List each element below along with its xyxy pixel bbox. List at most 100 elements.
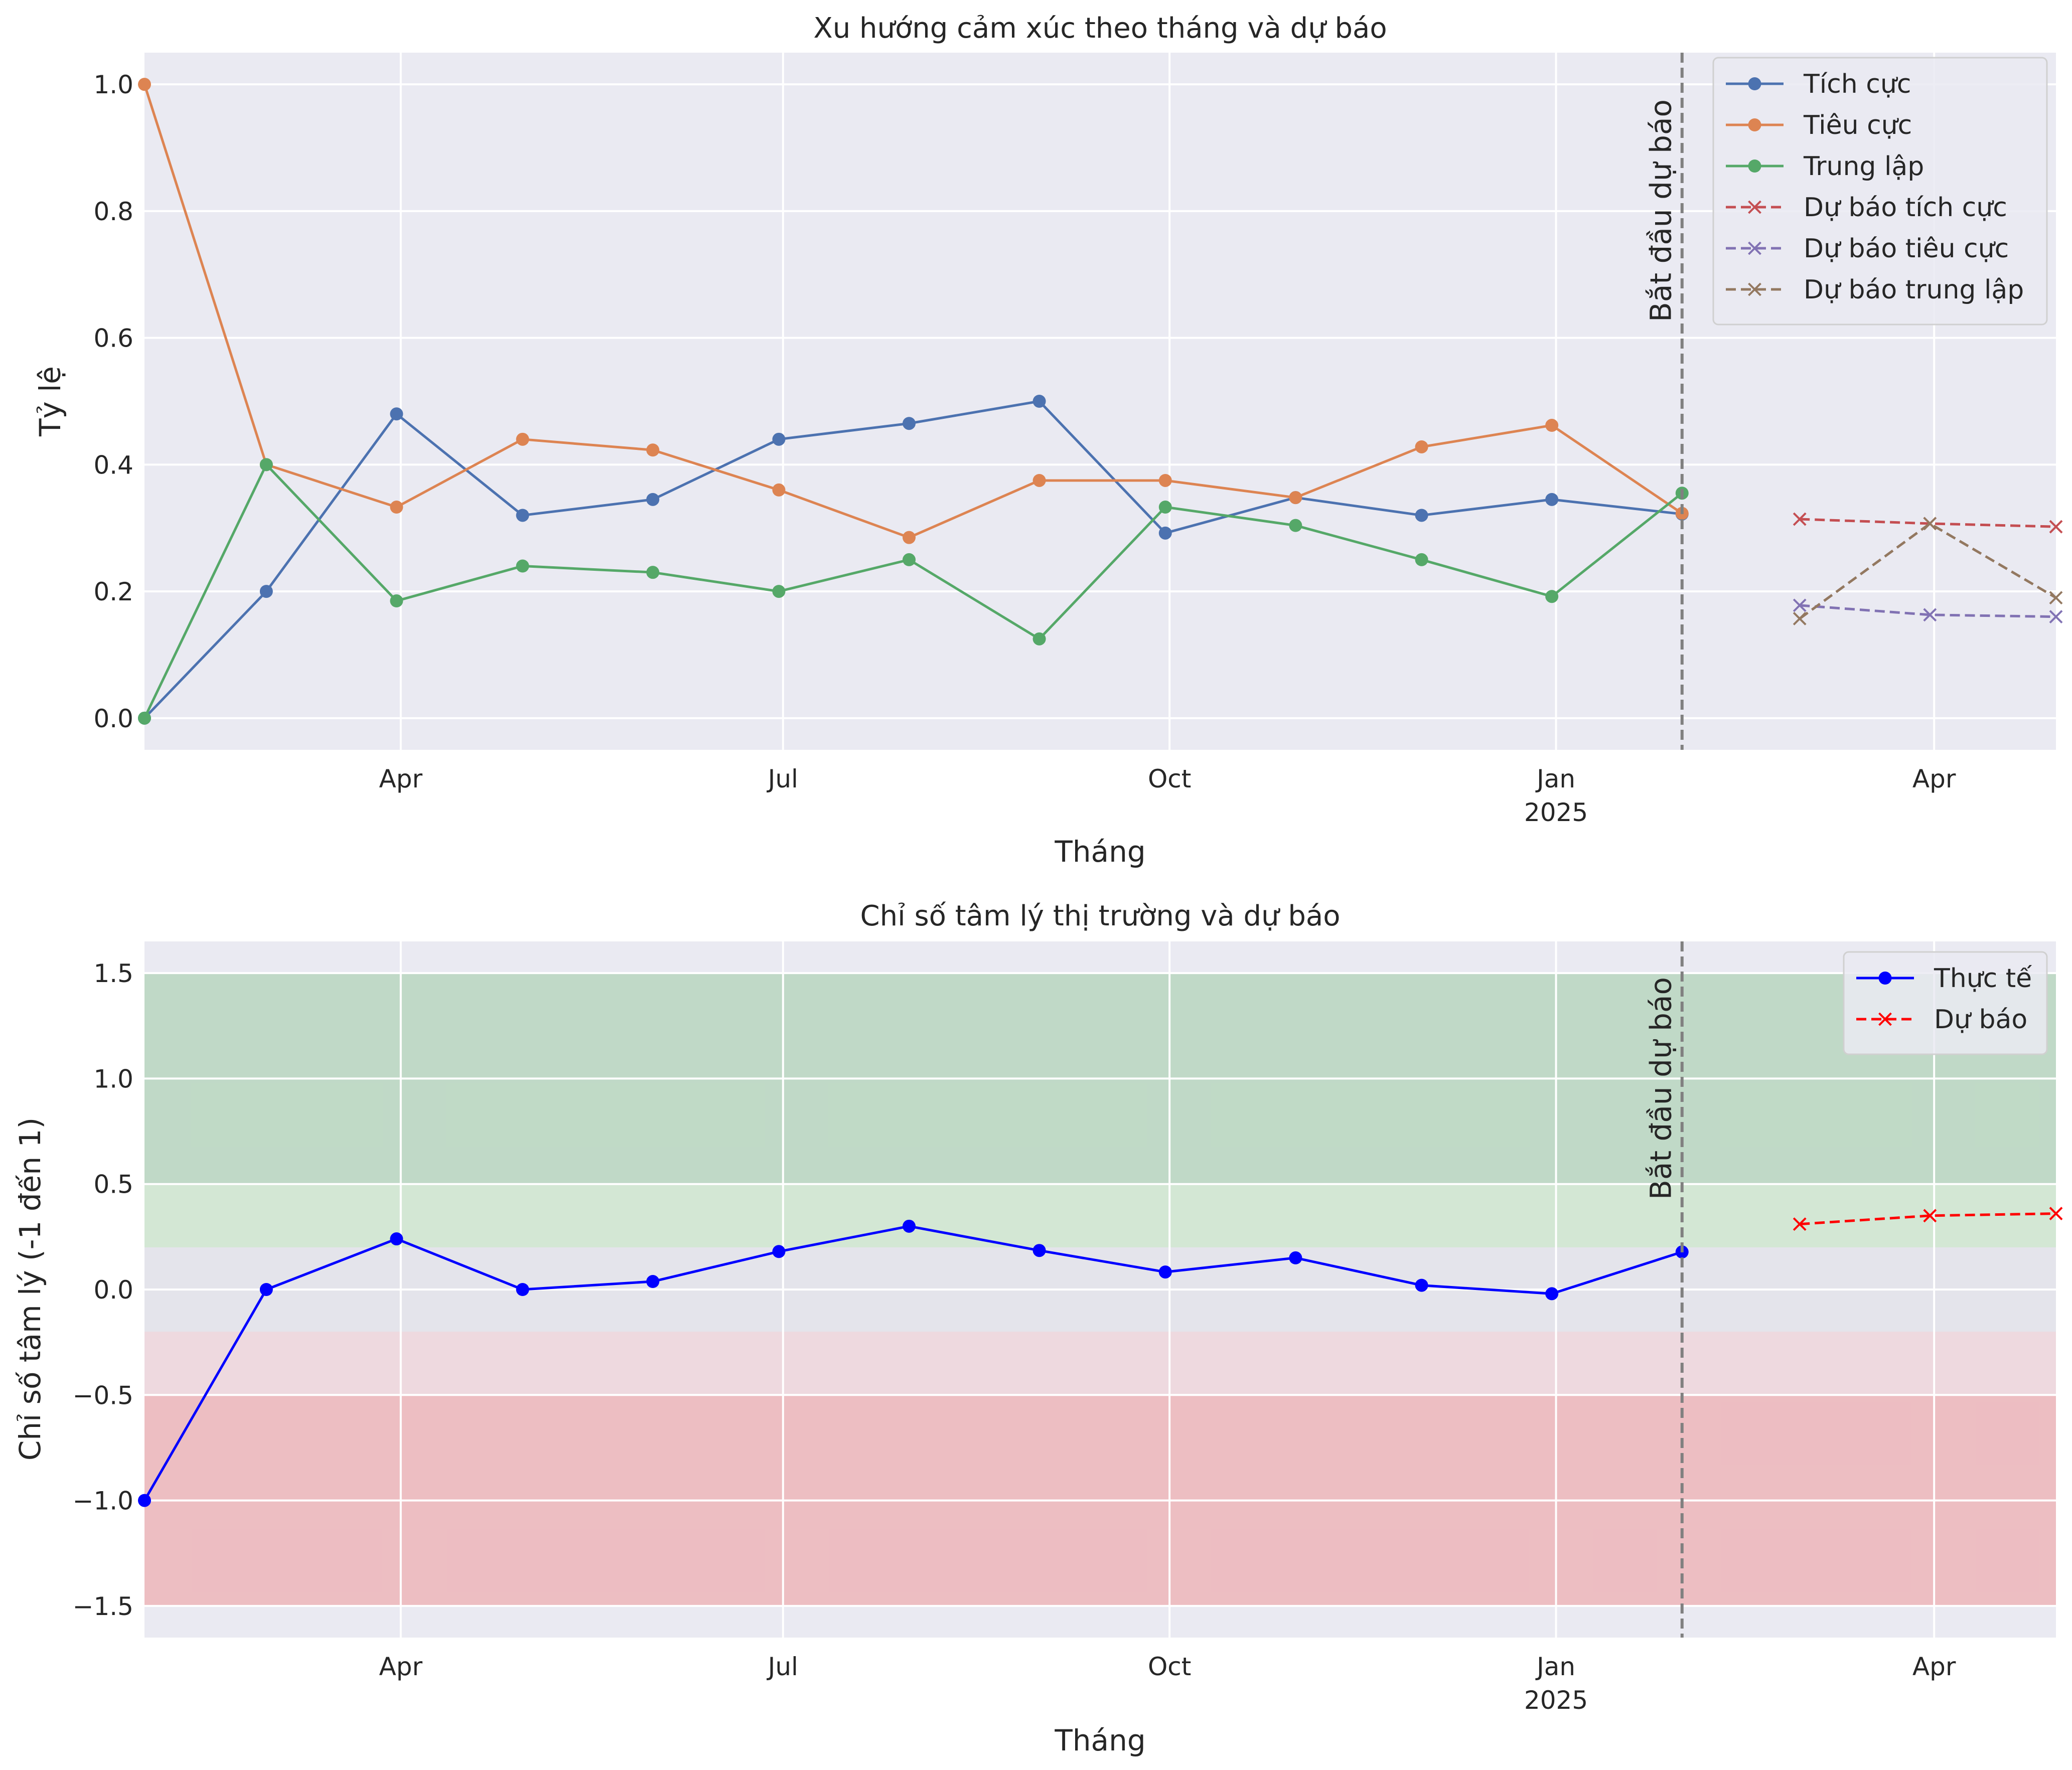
legend-swatch-marker	[1748, 159, 1761, 173]
legend-label: Trung lập	[1803, 151, 1924, 182]
data-point	[516, 1283, 529, 1296]
x-tick-label: Apr	[1912, 1652, 1956, 1681]
data-point	[2049, 591, 2063, 605]
data-point	[138, 1494, 151, 1507]
data-point	[1415, 440, 1428, 453]
legend-label: Dự báo trung lập	[1804, 275, 2024, 305]
x-axis-label-2: Tháng	[1054, 1723, 1145, 1757]
data-point	[1923, 1209, 1937, 1223]
series-du-bao-trung-lap	[1793, 517, 2063, 625]
y-tick-label: 0.5	[93, 1170, 133, 1199]
data-point	[138, 711, 151, 725]
forecast-start-line-1: Bắt đầu dự báo	[1644, 53, 1684, 750]
data-point	[1289, 491, 1302, 505]
data-point	[646, 1275, 660, 1289]
chart-title-2: Chỉ số tâm lý thị trường và dự báo	[860, 900, 1341, 932]
y-tick-label: 1.5	[93, 959, 133, 988]
legend-label: Thực tế	[1934, 963, 2032, 994]
x-tick-label: Jul	[767, 1652, 798, 1681]
sentiment-index-chart: Bắt đầu dự báo −1.5−1.0−0.50.00.51.01.5 …	[13, 900, 2063, 1757]
data-point	[646, 566, 660, 579]
band-1	[144, 1184, 2056, 1247]
grid-2	[144, 941, 2056, 1638]
x-tick-labels-1: Apr Jul Oct Jan 2025 Apr	[379, 764, 1956, 827]
y-tick-label: −0.5	[73, 1381, 133, 1410]
data-point	[903, 553, 916, 566]
legend-swatch-marker	[1748, 77, 1761, 90]
legend-item-du-bao-tieu-cuc: Dự báo tiêu cực	[1726, 234, 2009, 264]
data-point	[772, 1245, 786, 1258]
x-tick-label: Apr	[1912, 764, 1956, 793]
data-point	[1793, 512, 1807, 526]
y-tick-label: −1.0	[73, 1487, 133, 1516]
legend-swatch-marker	[1748, 282, 1761, 296]
y-tick-label: 0.0	[93, 1275, 133, 1305]
data-point	[903, 1219, 916, 1233]
data-point	[2049, 520, 2063, 534]
y-axis-label-2: Chỉ số tâm lý (-1 đến 1)	[13, 1117, 47, 1461]
legend-label: Dự báo tích cực	[1804, 193, 2007, 223]
forecast-start-label: Bắt đầu dự báo	[1644, 99, 1678, 322]
legend-item-thuc-te: Thực tế	[1856, 963, 2032, 994]
data-point	[903, 417, 916, 430]
x-tick-label: Apr	[379, 1652, 423, 1681]
data-point	[1032, 1244, 1046, 1257]
data-point	[772, 585, 786, 598]
band-3	[144, 1332, 2056, 1395]
data-point	[1923, 608, 1937, 622]
data-point	[646, 443, 660, 457]
data-point	[1545, 419, 1559, 432]
data-point	[259, 1283, 273, 1296]
data-point	[1158, 526, 1172, 540]
forecast-start-line-2: Bắt đầu dự báo	[1644, 941, 1684, 1638]
data-point	[1032, 473, 1046, 487]
x-tick-label: Jan	[1535, 764, 1575, 793]
data-point	[1545, 493, 1559, 506]
legend-item-tich-cuc: Tích cực	[1726, 69, 1911, 99]
data-point	[2049, 610, 2063, 624]
data-point	[1289, 519, 1302, 532]
forecast-start-label: Bắt đầu dự báo	[1644, 977, 1678, 1200]
data-point	[390, 407, 403, 421]
legend-item-trung-lap: Trung lập	[1726, 151, 1924, 182]
data-point	[1793, 1217, 1807, 1231]
data-point	[516, 509, 529, 522]
data-point	[138, 78, 151, 91]
data-point	[1793, 598, 1807, 612]
legend-2: Thực tế Dự báo	[1843, 951, 2048, 1055]
data-point	[1545, 590, 1559, 603]
data-point	[1415, 509, 1428, 522]
legend-item-du-bao-tich-cuc: Dự báo tích cực	[1726, 193, 2007, 223]
data-point	[903, 531, 916, 544]
x-tick-label: Oct	[1148, 764, 1191, 793]
y-tick-labels-2: −1.5 −1.0 −0.5 0.0 0.5 1.0 1.5	[73, 959, 133, 1621]
x-axis-label-1: Tháng	[1054, 835, 1145, 869]
data-point	[1793, 612, 1807, 625]
x-tick-label: Oct	[1148, 1652, 1191, 1681]
legend-label: Dự báo	[1934, 1005, 2027, 1035]
data-point	[1415, 553, 1428, 566]
x-tick-sublabel: 2025	[1524, 798, 1588, 827]
y-tick-label: −1.5	[73, 1592, 133, 1621]
data-point	[1032, 395, 1046, 408]
series-line	[1800, 604, 2056, 618]
legend-swatch-marker	[1748, 200, 1761, 214]
x-tick-label: Jul	[767, 764, 798, 793]
data-point	[1545, 1287, 1559, 1301]
data-point	[1158, 473, 1172, 487]
data-point	[1289, 1251, 1302, 1264]
legend-1: Tích cực Tiêu cực Trung lập Dự báo tích cực…	[1712, 57, 2048, 326]
legend-label: Tích cực	[1803, 69, 1911, 99]
x-tick-label: Jan	[1535, 1652, 1575, 1681]
legend-item-tieu-cuc: Tiêu cực	[1726, 110, 1912, 140]
series-du-bao-tieu-cuc	[1793, 598, 2063, 624]
data-point	[772, 432, 786, 446]
y-tick-label: 0.6	[93, 324, 133, 353]
data-point	[1923, 517, 1937, 531]
legend-label: Dự báo tiêu cực	[1804, 234, 2009, 264]
data-point	[516, 559, 529, 573]
y-tick-labels-1: 0.0 0.2 0.4 0.6 0.8 1.0	[93, 70, 133, 733]
data-point	[2049, 1207, 2063, 1220]
y-tick-label: 0.2	[93, 577, 133, 606]
x-tick-sublabel: 2025	[1524, 1686, 1588, 1715]
